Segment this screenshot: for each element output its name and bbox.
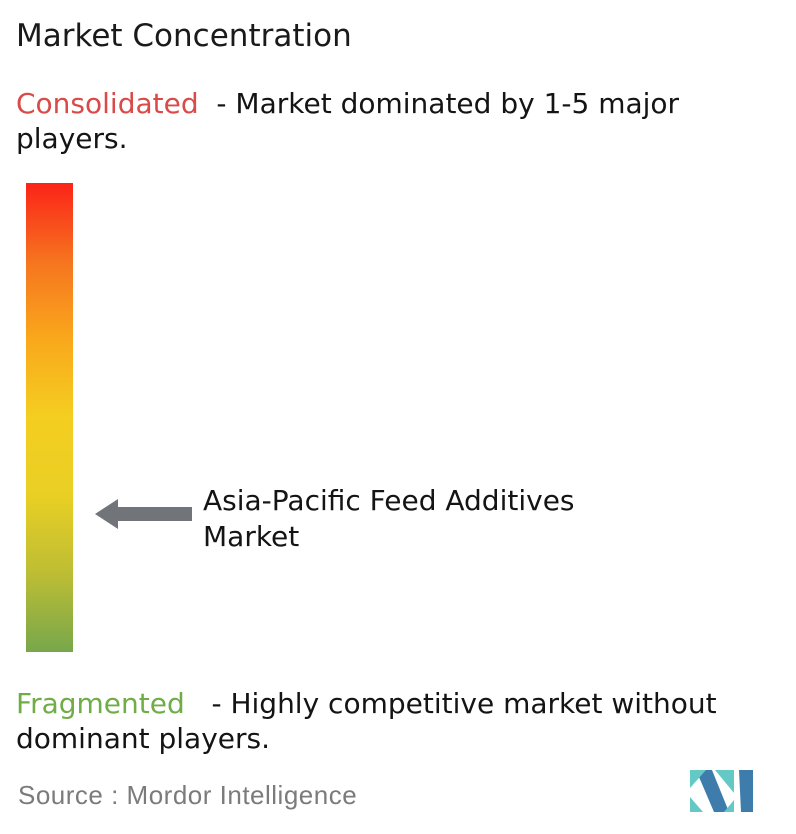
source-label: Source :: [18, 780, 119, 810]
market-label-line2: Market: [203, 520, 300, 553]
market-label-line1: Asia-Pacific Feed Additives: [203, 484, 575, 517]
consolidated-term: Consolidated: [16, 87, 199, 120]
consolidated-description: Consolidated - Market dominated by 1-5 m…: [16, 86, 679, 156]
market-marker-label: Asia-Pacific Feed Additives Market: [203, 483, 575, 555]
fragmented-desc-line2: dominant players.: [16, 722, 270, 755]
figure-title: Market Concentration: [16, 18, 352, 54]
left-arrow-icon: [95, 499, 192, 529]
consolidated-desc-line1: - Market dominated by 1-5 major: [198, 87, 680, 120]
source-value: Mordor Intelligence: [118, 780, 358, 810]
fragmented-description: Fragmented - Highly competitive market w…: [16, 686, 717, 756]
concentration-gradient-bar: [26, 183, 73, 652]
mordor-intelligence-logo: [690, 770, 753, 812]
fragmented-term: Fragmented: [16, 687, 185, 720]
fragmented-desc-line1: - Highly competitive market without: [184, 687, 717, 720]
source-text: Source : Mordor Intelligence: [18, 780, 357, 811]
consolidated-desc-line2: players.: [16, 122, 128, 155]
